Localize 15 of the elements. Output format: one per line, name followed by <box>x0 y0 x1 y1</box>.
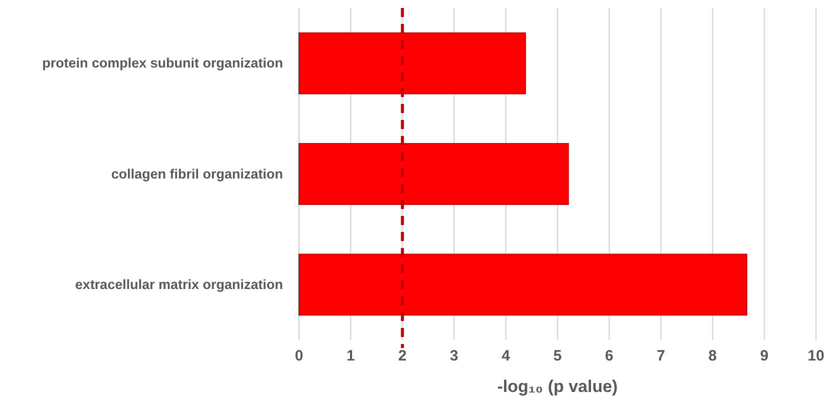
x-tick-label: 3 <box>450 348 458 365</box>
x-tick-label: 1 <box>346 348 355 365</box>
x-tick-label: 2 <box>398 348 407 365</box>
x-axis-title: -log₁₀ (p value) <box>497 377 618 396</box>
x-tick-label: 7 <box>656 348 666 365</box>
y-tick-label: collagen fibril organization <box>111 166 283 182</box>
x-tick-label: 4 <box>502 348 511 365</box>
x-tick-label: 9 <box>760 348 768 365</box>
y-tick-label: protein complex subunit organization <box>42 56 283 71</box>
x-tick-label: 0 <box>294 348 304 365</box>
x-tick-label: 8 <box>708 348 717 365</box>
x-tick-label: 6 <box>605 348 614 365</box>
x-tick-label: 10 <box>808 348 824 365</box>
y-tick-label: extracellular matrix organization <box>75 276 283 292</box>
x-tick-label: 5 <box>553 348 562 365</box>
